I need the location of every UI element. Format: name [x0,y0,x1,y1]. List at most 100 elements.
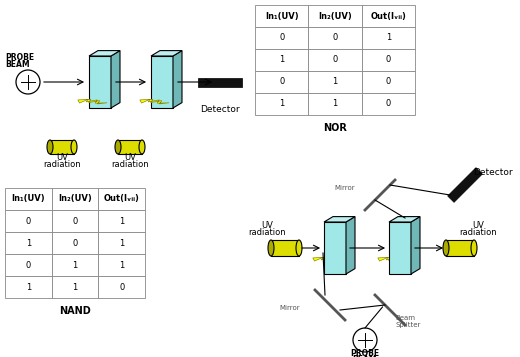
Text: 0: 0 [386,100,391,109]
Bar [271,240,299,256]
Polygon shape [140,99,169,104]
Text: Mirror: Mirror [334,185,355,191]
Polygon shape [173,51,182,108]
Text: Beam: Beam [395,315,415,321]
Bar [98,276,145,298]
Bar [5,210,51,232]
Text: NOR: NOR [323,123,347,133]
Text: Splitter: Splitter [395,322,420,328]
Text: Detector: Detector [200,105,240,114]
Text: NAND: NAND [59,306,91,316]
Bar [89,56,111,108]
Bar [98,254,145,276]
Text: radiation: radiation [459,228,497,237]
Text: 0: 0 [25,216,31,226]
Bar [389,222,411,274]
Polygon shape [378,257,407,262]
Text: In₁(UV): In₁(UV) [11,195,45,203]
Text: BEAM: BEAM [353,355,378,357]
Text: UV: UV [261,221,273,230]
Bar [255,27,308,49]
Text: 1: 1 [279,55,284,65]
Text: 0: 0 [386,55,391,65]
Bar [255,49,308,71]
Text: Mirror: Mirror [279,305,300,311]
Text: 0: 0 [119,282,124,292]
Text: 0: 0 [279,34,284,42]
Text: 0: 0 [332,55,337,65]
Bar [51,210,98,232]
Text: radiation: radiation [248,228,286,237]
Text: 1: 1 [119,216,124,226]
Bar [324,222,346,274]
Text: Detector: Detector [473,168,513,177]
Bar [51,254,98,276]
Ellipse shape [115,140,121,154]
Text: UV: UV [56,153,68,162]
Bar [362,71,415,93]
Ellipse shape [471,240,477,256]
Ellipse shape [47,140,53,154]
Text: 1: 1 [279,100,284,109]
Text: 1: 1 [386,34,391,42]
Text: radiation: radiation [111,160,149,169]
Text: PROBE: PROBE [5,53,34,62]
Bar [5,188,51,210]
Ellipse shape [296,240,302,256]
Bar [308,93,362,115]
Bar [362,27,415,49]
Polygon shape [89,51,120,56]
Polygon shape [448,168,483,202]
Polygon shape [411,217,420,274]
Circle shape [16,70,40,94]
Bar [308,49,362,71]
Text: 0: 0 [332,34,337,42]
Bar [51,276,98,298]
Polygon shape [78,99,107,104]
Polygon shape [151,51,182,56]
Polygon shape [346,217,355,274]
Polygon shape [198,77,242,86]
Text: 0: 0 [72,238,77,247]
Text: BEAM: BEAM [5,60,30,69]
Bar [308,27,362,49]
Bar [255,71,308,93]
Text: 0: 0 [279,77,284,86]
Text: 0: 0 [386,77,391,86]
Text: radiation: radiation [43,160,81,169]
Bar [5,232,51,254]
Bar [118,140,142,154]
Bar [362,49,415,71]
Polygon shape [324,217,355,222]
Text: In₂(UV): In₂(UV) [318,11,352,20]
Bar [255,93,308,115]
Text: 1: 1 [332,77,337,86]
Bar [362,5,415,27]
Bar [5,276,51,298]
Bar [151,56,173,108]
Bar [308,5,362,27]
Bar [51,232,98,254]
Circle shape [353,328,377,352]
Text: 1: 1 [119,238,124,247]
Bar [255,5,308,27]
Ellipse shape [443,240,449,256]
Bar [98,188,145,210]
Text: UV: UV [124,153,136,162]
Ellipse shape [268,240,274,256]
Bar [308,71,362,93]
Bar [50,140,74,154]
Bar [5,254,51,276]
Text: 1: 1 [119,261,124,270]
Text: 1: 1 [25,238,31,247]
Text: 0: 0 [25,261,31,270]
Bar [362,93,415,115]
Ellipse shape [139,140,145,154]
Text: UV: UV [472,221,484,230]
Text: In₁(UV): In₁(UV) [265,11,298,20]
Ellipse shape [71,140,77,154]
Bar [51,188,98,210]
Text: PROBE: PROBE [350,349,380,357]
Text: 1: 1 [332,100,337,109]
Text: 1: 1 [72,282,77,292]
